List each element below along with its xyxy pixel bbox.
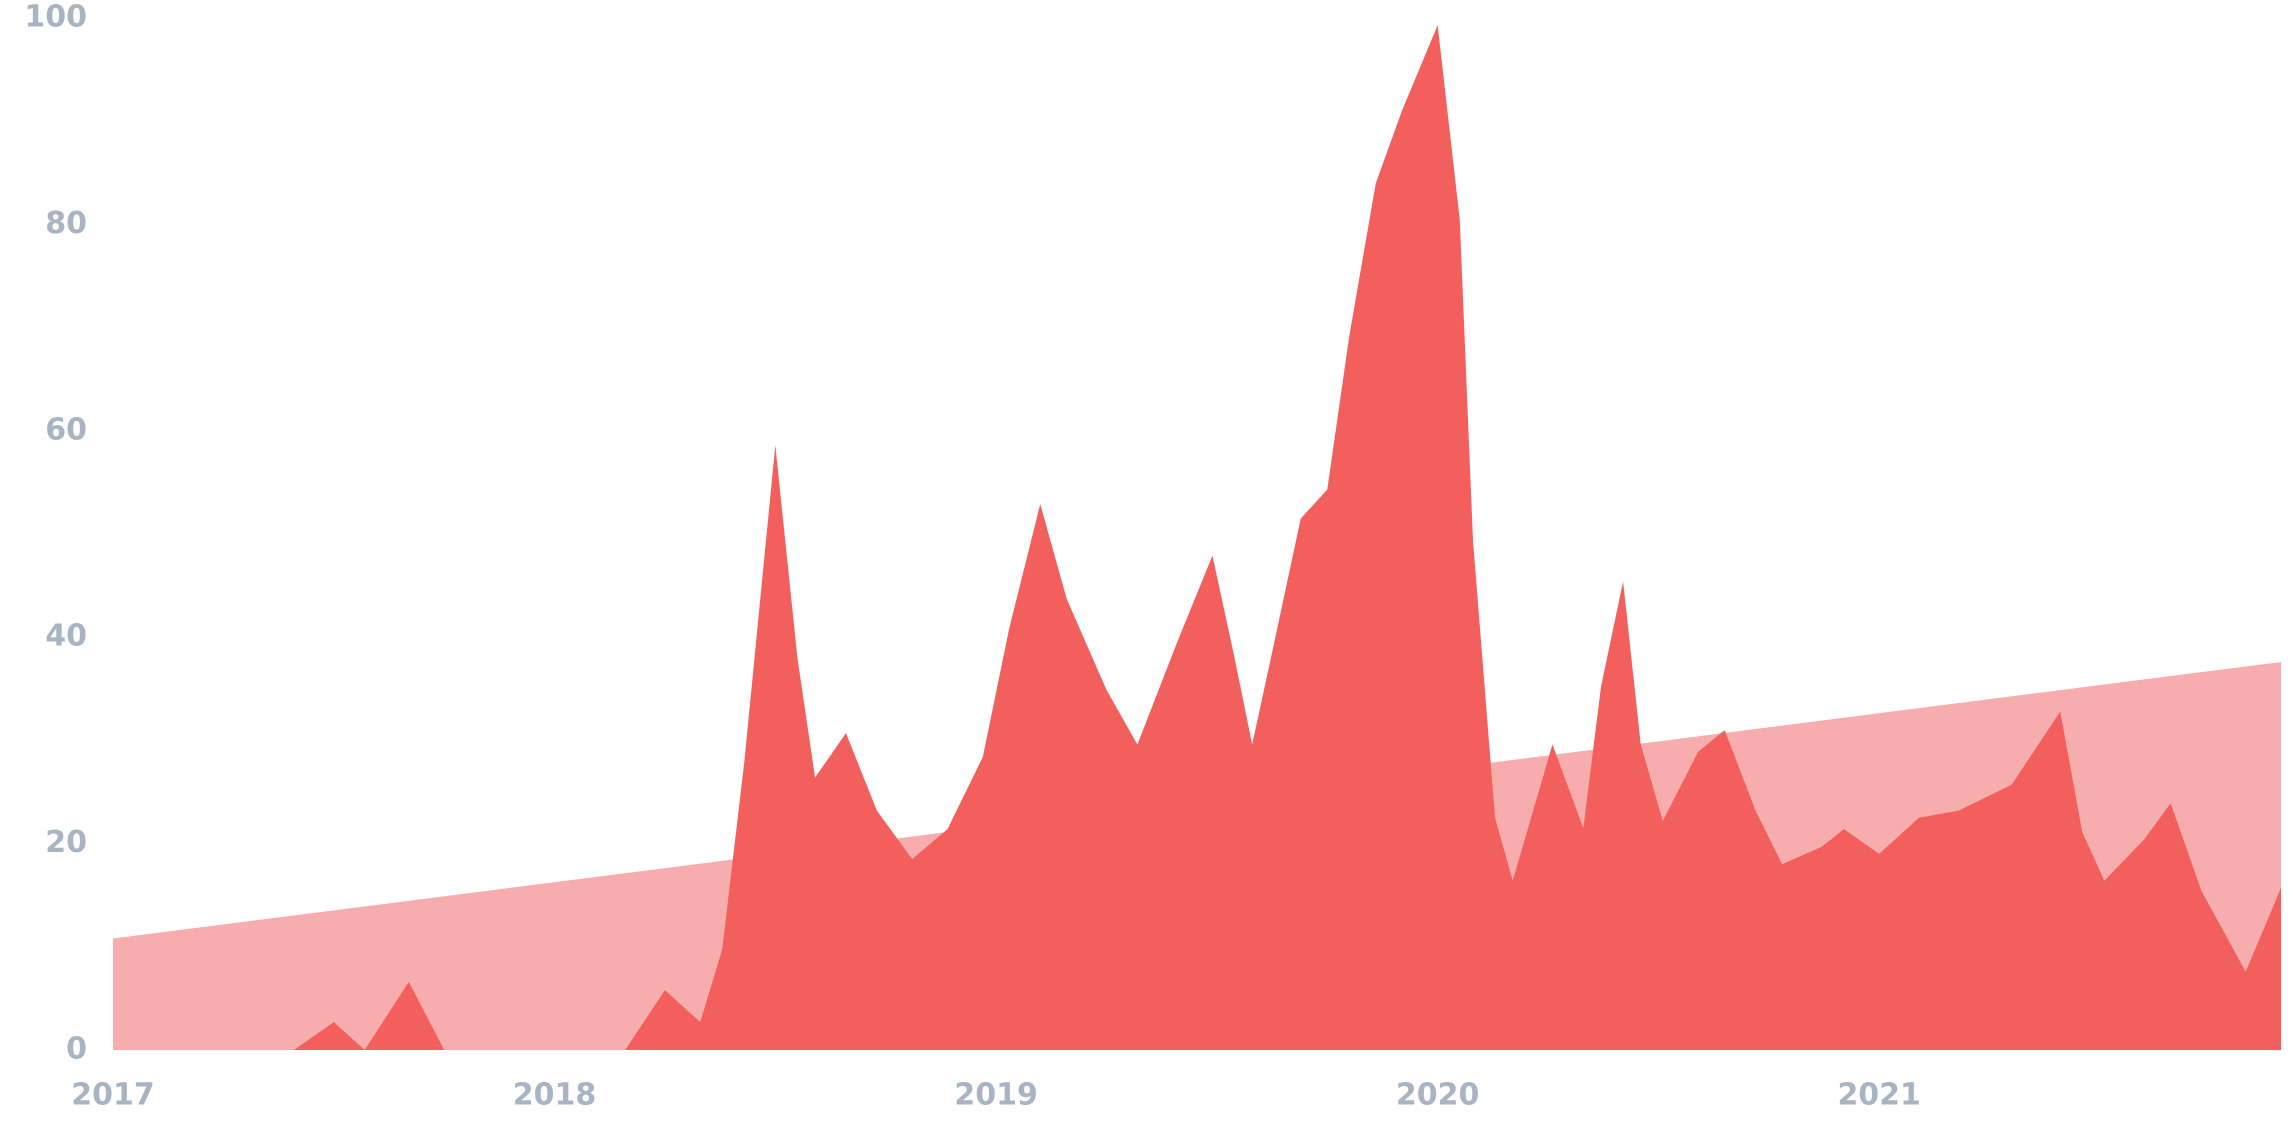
y-tick-label: 40 <box>45 619 87 654</box>
area <box>113 25 2281 1051</box>
y-tick-label: 100 <box>24 0 87 35</box>
y-tick-label: 80 <box>45 206 87 241</box>
y-tick-label: 0 <box>66 1032 87 1067</box>
x-tick-label: 2021 <box>1837 1078 1921 1113</box>
x-tick-label: 2017 <box>71 1078 155 1113</box>
y-tick-label: 60 <box>45 412 87 447</box>
x-tick-label: 2020 <box>1396 1078 1480 1113</box>
y-tick-label: 20 <box>45 825 87 860</box>
x-tick-label: 2019 <box>954 1078 1038 1113</box>
x-tick-label: 2018 <box>513 1078 597 1113</box>
